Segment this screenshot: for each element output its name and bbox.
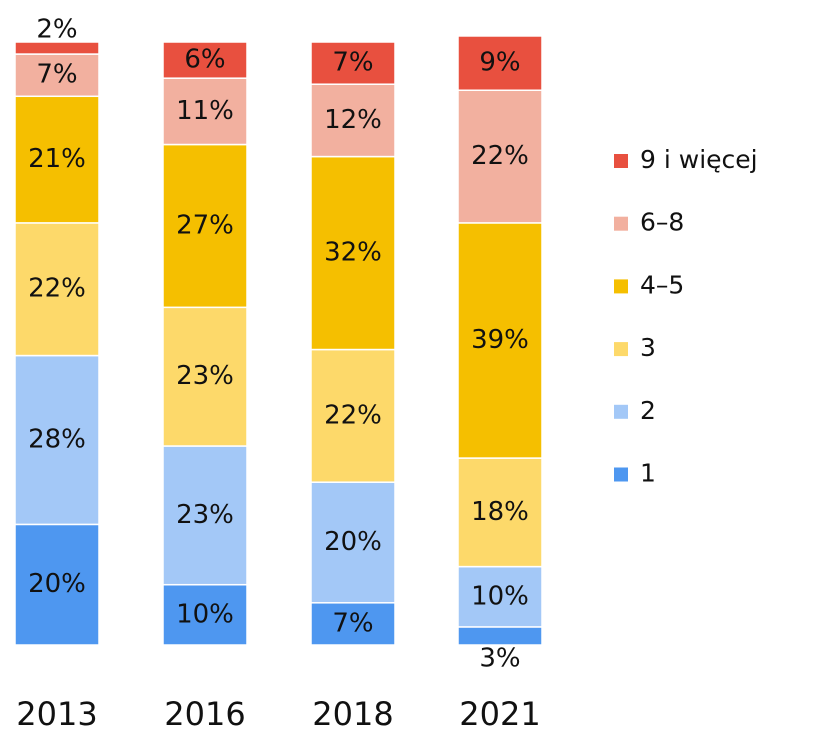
bar-segment [457, 222, 543, 459]
legend-label: 2 [640, 396, 656, 425]
legend-label: 4–5 [640, 270, 684, 299]
data-label: 23% [176, 500, 234, 530]
data-label: 22% [28, 274, 86, 304]
x-tick-label: 2018 [312, 695, 393, 732]
bar-segment [310, 602, 396, 646]
data-label: 39% [471, 325, 529, 355]
data-label: 23% [176, 361, 234, 391]
x-tick-label: 2016 [164, 695, 245, 732]
legend-swatch [614, 404, 628, 419]
bar-segment [162, 143, 248, 309]
legend-swatch [614, 467, 628, 482]
data-label: 27% [176, 210, 234, 240]
bar-segment [14, 95, 100, 224]
data-label: 2% [36, 15, 77, 45]
data-label: 12% [324, 105, 382, 135]
bar-segment [14, 53, 100, 98]
bar-segment [162, 41, 248, 79]
data-label: 7% [36, 60, 77, 90]
bar-segment [457, 457, 543, 568]
data-label: 6% [184, 45, 225, 75]
bar-segment [162, 445, 248, 586]
bar-segment [162, 583, 248, 646]
x-tick-label: 2021 [459, 695, 540, 732]
data-label: 22% [471, 141, 529, 171]
data-label: 28% [28, 424, 86, 454]
legend-swatch [614, 154, 628, 168]
bar-segment [14, 354, 100, 526]
bar-segment [310, 41, 396, 85]
bar-segment [310, 83, 396, 158]
bar-segment [310, 481, 396, 604]
data-label: 21% [28, 144, 86, 174]
bar-segment [162, 306, 248, 447]
data-label: 20% [324, 527, 382, 557]
legend-label: 1 [640, 459, 656, 488]
bar-segment [457, 35, 543, 91]
legend-swatch [614, 279, 628, 294]
bar-segment [14, 41, 100, 55]
data-label: 20% [28, 569, 86, 599]
legend-label: 6–8 [640, 208, 684, 237]
data-label: 11% [176, 96, 234, 126]
data-label: 3% [479, 644, 520, 674]
bar-segment [310, 155, 396, 351]
data-label: 22% [324, 400, 382, 430]
data-label: 10% [471, 581, 529, 611]
legend-swatch [614, 216, 628, 231]
bar-segment [14, 523, 100, 646]
data-label: 18% [471, 497, 529, 527]
bar-segment [310, 348, 396, 483]
data-label: 7% [332, 48, 373, 78]
bar-segment [457, 626, 543, 646]
data-label: 10% [176, 599, 234, 629]
x-tick-label: 2013 [16, 695, 97, 732]
data-label: 7% [332, 608, 373, 638]
legend-swatch [614, 342, 628, 357]
legend-label: 3 [640, 333, 656, 362]
data-label: 9% [479, 48, 520, 78]
legend-label: 9 i więcej [640, 145, 758, 174]
data-label: 32% [324, 238, 382, 268]
bar-segment [457, 565, 543, 628]
